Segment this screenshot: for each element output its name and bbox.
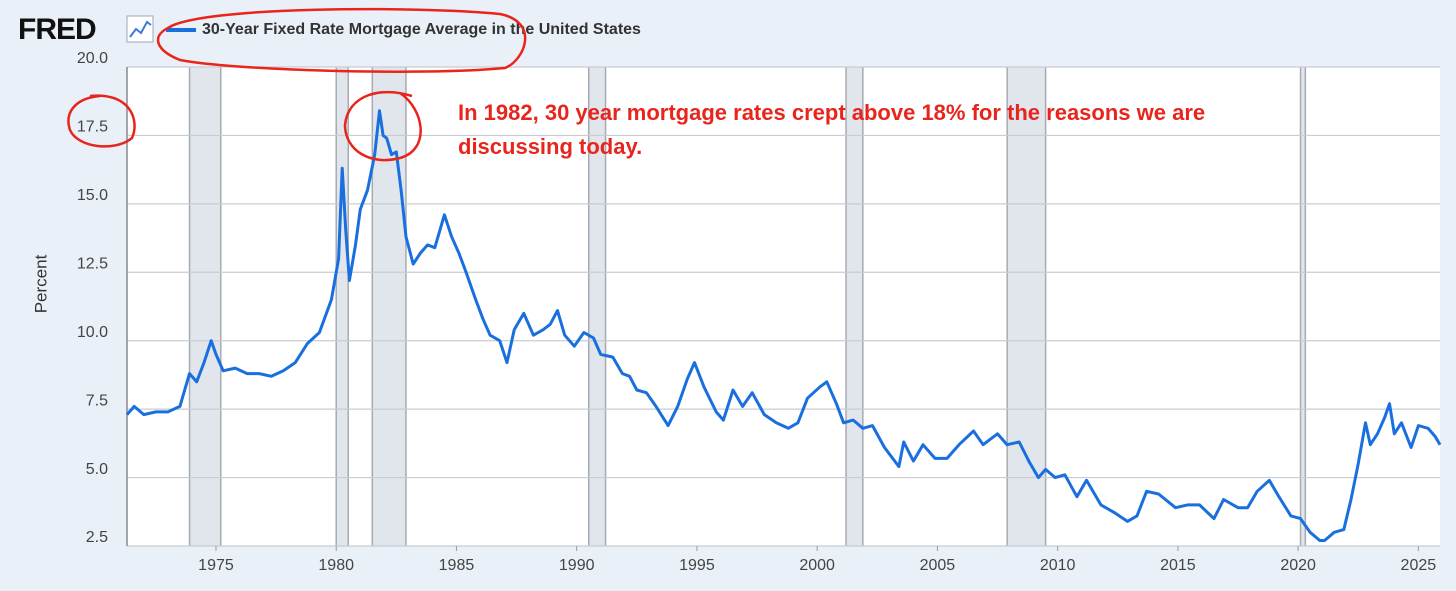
recession-band [588, 67, 606, 546]
annotation: In 1982, 30 year mortgage rates crept ab… [458, 100, 1205, 159]
x-tick-label: 2020 [1280, 557, 1316, 574]
x-tick-label: 1995 [679, 557, 715, 574]
plot-area [127, 67, 1440, 546]
annotation-line: In 1982, 30 year mortgage rates crept ab… [458, 100, 1205, 125]
recession-band [1300, 67, 1306, 546]
x-tick-label: 1975 [198, 557, 234, 574]
y-tick-label: 12.5 [77, 256, 108, 273]
x-tick-label: 2015 [1160, 557, 1196, 574]
legend-label: 30-Year Fixed Rate Mortgage Average in t… [202, 21, 641, 38]
x-tick-label: 1980 [318, 557, 354, 574]
y-tick-label: 5.0 [86, 461, 108, 478]
recession-band [1007, 67, 1046, 546]
recession-band [189, 67, 221, 546]
x-tick-label: 1990 [559, 557, 595, 574]
y-tick-label: 7.5 [86, 392, 108, 409]
x-tick-label: 2010 [1040, 557, 1076, 574]
x-tick-label: 1985 [439, 557, 475, 574]
data-line [125, 109, 1442, 542]
logo-icon [126, 15, 154, 43]
y-tick-label: 20.0 [77, 50, 108, 67]
y-tick-label: 2.5 [86, 529, 108, 546]
recession-band [336, 67, 349, 546]
x-tick-label: 2025 [1401, 557, 1437, 574]
y-tick-label: 15.0 [77, 187, 108, 204]
logo: FRED [18, 13, 96, 46]
y-tick-label: 17.5 [77, 119, 108, 136]
y-tick-label: 10.0 [77, 324, 108, 341]
x-tick-label: 2000 [799, 557, 835, 574]
recession-band [846, 67, 863, 546]
x-tick-label: 2005 [920, 557, 956, 574]
y-axis-label: Percent [31, 254, 50, 313]
red-markup [67, 7, 527, 162]
annotation-line: discussing today. [458, 134, 642, 159]
